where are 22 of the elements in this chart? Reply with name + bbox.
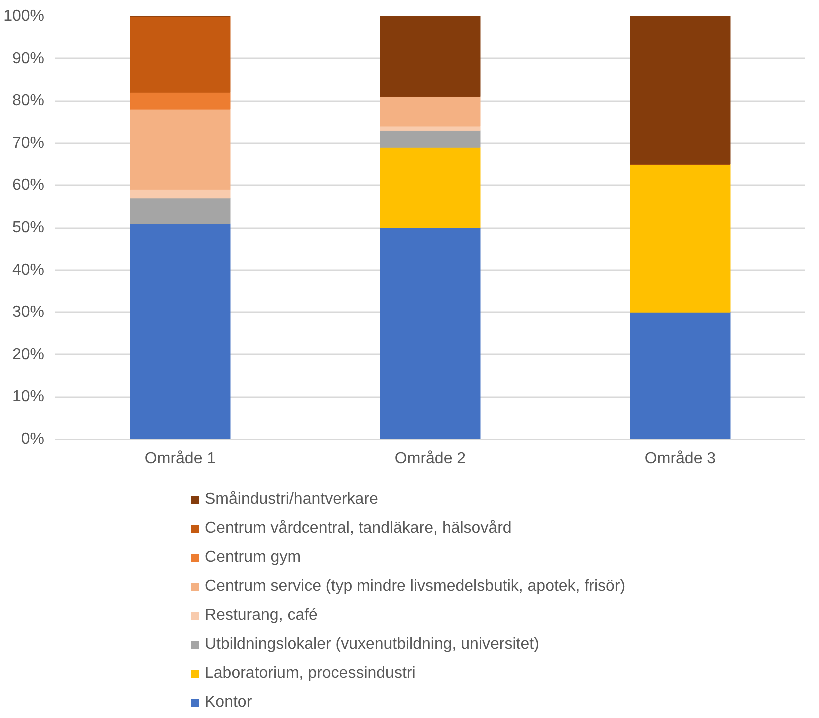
x-tick-label: Område 3 <box>644 450 716 468</box>
legend-label: Småindustri/hantverkare <box>205 490 378 510</box>
legend-label: Laboratorium, processindustri <box>205 664 416 684</box>
y-tick-label: 50% <box>12 220 45 236</box>
y-tick-label: 100% <box>4 8 44 25</box>
legend-label: Resturang, café <box>205 606 318 626</box>
y-tick-label: 20% <box>12 346 45 364</box>
y-tick-label: 90% <box>12 50 45 68</box>
legend-label: Kontor <box>205 693 252 713</box>
x-tick-label: Område 1 <box>144 450 216 468</box>
legend-label: Centrum gym <box>205 548 302 568</box>
legend-label: Utbildningslokaler (vuxenutbildning, universitet) <box>205 635 540 655</box>
y-tick-label: 10% <box>12 388 45 406</box>
y-tick-label: 40% <box>12 262 45 279</box>
legend-label: Centrum vårdcentral, tandläkare, hälsovård <box>205 519 512 539</box>
y-tick-label: 70% <box>12 134 45 152</box>
y-tick-label: 0% <box>21 431 44 448</box>
legend-label: Centrum service (typ mindre livsmedelsbutik, apotek, frisör) <box>205 577 626 597</box>
y-tick-label: 80% <box>12 92 45 110</box>
y-tick-label: 30% <box>12 304 45 322</box>
y-tick-label: 60% <box>12 177 45 194</box>
x-tick-label: Område 2 <box>394 450 466 468</box>
